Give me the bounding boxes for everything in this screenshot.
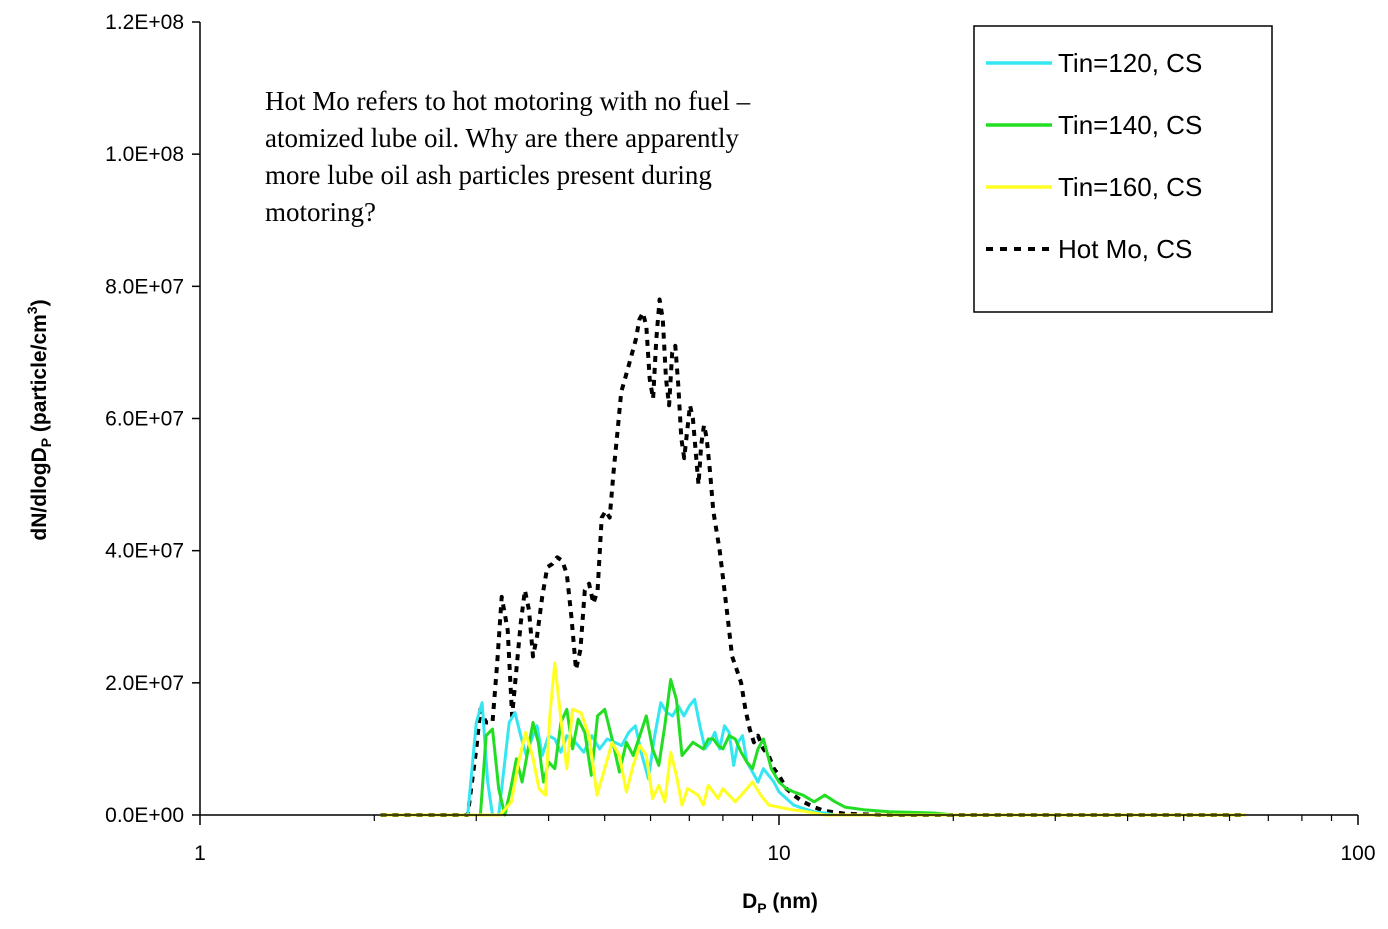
y-tick-label-0: 0.0E+00 (105, 804, 184, 827)
legend-entries: Tin=120, CS Tin=140, CS Tin=160, CS Hot Mo,… (986, 48, 1202, 264)
x-tick-label-1: 10 (767, 842, 790, 865)
x-tick-label-0: 1 (194, 842, 206, 865)
annotation-line-2: more lube oil ash particles present duri… (265, 160, 712, 190)
series-layer (380, 297, 1246, 817)
y-tick-label-4: 8.0E+07 (105, 275, 184, 298)
series-line-3 (380, 297, 1246, 817)
y-tick-label-3: 6.0E+07 (105, 408, 184, 431)
x-axis-title: DP (nm) (742, 890, 818, 916)
y-axis-title: dN/dlogDP (particle/cm3) (24, 299, 54, 540)
series-line-0 (380, 697, 1246, 817)
legend-box (973, 25, 1273, 313)
y-tick-label-6: 1.2E+08 (105, 11, 184, 34)
legend-label-0: Tin=120, CS (1058, 48, 1202, 78)
tick-layer: 0.0E+00 2.0E+07 4.0E+07 6.0E+07 8.0E+07 1.0E+… (105, 11, 1375, 865)
legend-label-3: Hot Mo, CS (1058, 234, 1192, 264)
y-tick-label-2: 4.0E+07 (105, 540, 184, 563)
legend: Tin=120, CS Tin=140, CS Tin=160, CS Hot Mo,… (973, 25, 1273, 313)
legend-label-1: Tin=140, CS (1058, 110, 1202, 140)
legend-label-2: Tin=160, CS (1058, 172, 1202, 202)
y-tick-label-5: 1.0E+08 (105, 143, 184, 166)
series-line-2 (380, 661, 1246, 817)
annotation-line-1: atomized lube oil. Why are there apparen… (265, 123, 740, 153)
x-tick-label-2: 100 (1340, 842, 1375, 865)
annotation: Hot Mo refers to hot motoring with no fu… (265, 86, 751, 227)
annotation-line-0: Hot Mo refers to hot motoring with no fu… (265, 86, 751, 116)
y-tick-label-1: 2.0E+07 (105, 672, 184, 695)
annotation-line-3: motoring? (265, 197, 376, 227)
